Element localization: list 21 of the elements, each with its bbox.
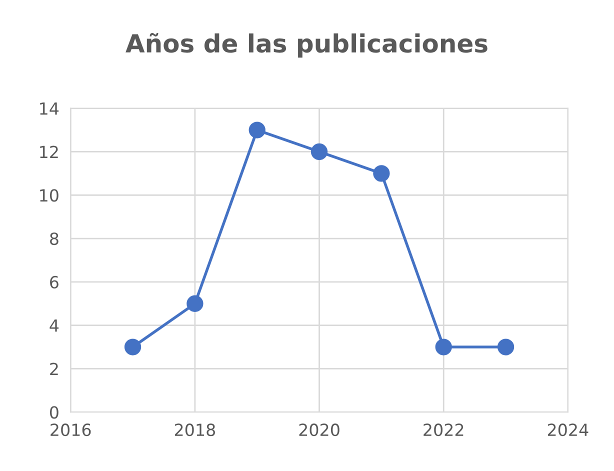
y-tick-label: 4	[50, 320, 59, 332]
x-tick-label: 2020	[299, 424, 340, 436]
point	[248, 122, 266, 138]
point	[186, 295, 204, 312]
y-tick-label: 8	[50, 232, 58, 246]
point	[435, 338, 452, 356]
point	[373, 165, 390, 182]
x-tick-label: 2016	[50, 424, 91, 436]
x-tick-label: 2024	[548, 424, 588, 436]
x-tick-label: 2022	[424, 424, 464, 436]
y-tick-label: 10	[40, 189, 58, 202]
y-tick-label: 14	[40, 102, 59, 115]
x-tick-label: 2018	[174, 424, 216, 436]
y-tick-label: 0	[50, 406, 58, 419]
chart-title: Años de las publicaciones	[126, 32, 488, 58]
point	[310, 143, 328, 160]
point	[497, 338, 514, 356]
point	[124, 338, 142, 356]
y-tick-label: 2	[50, 362, 58, 376]
y-tick-label: 6	[50, 276, 58, 288]
y-tick-label: 12	[40, 146, 58, 158]
